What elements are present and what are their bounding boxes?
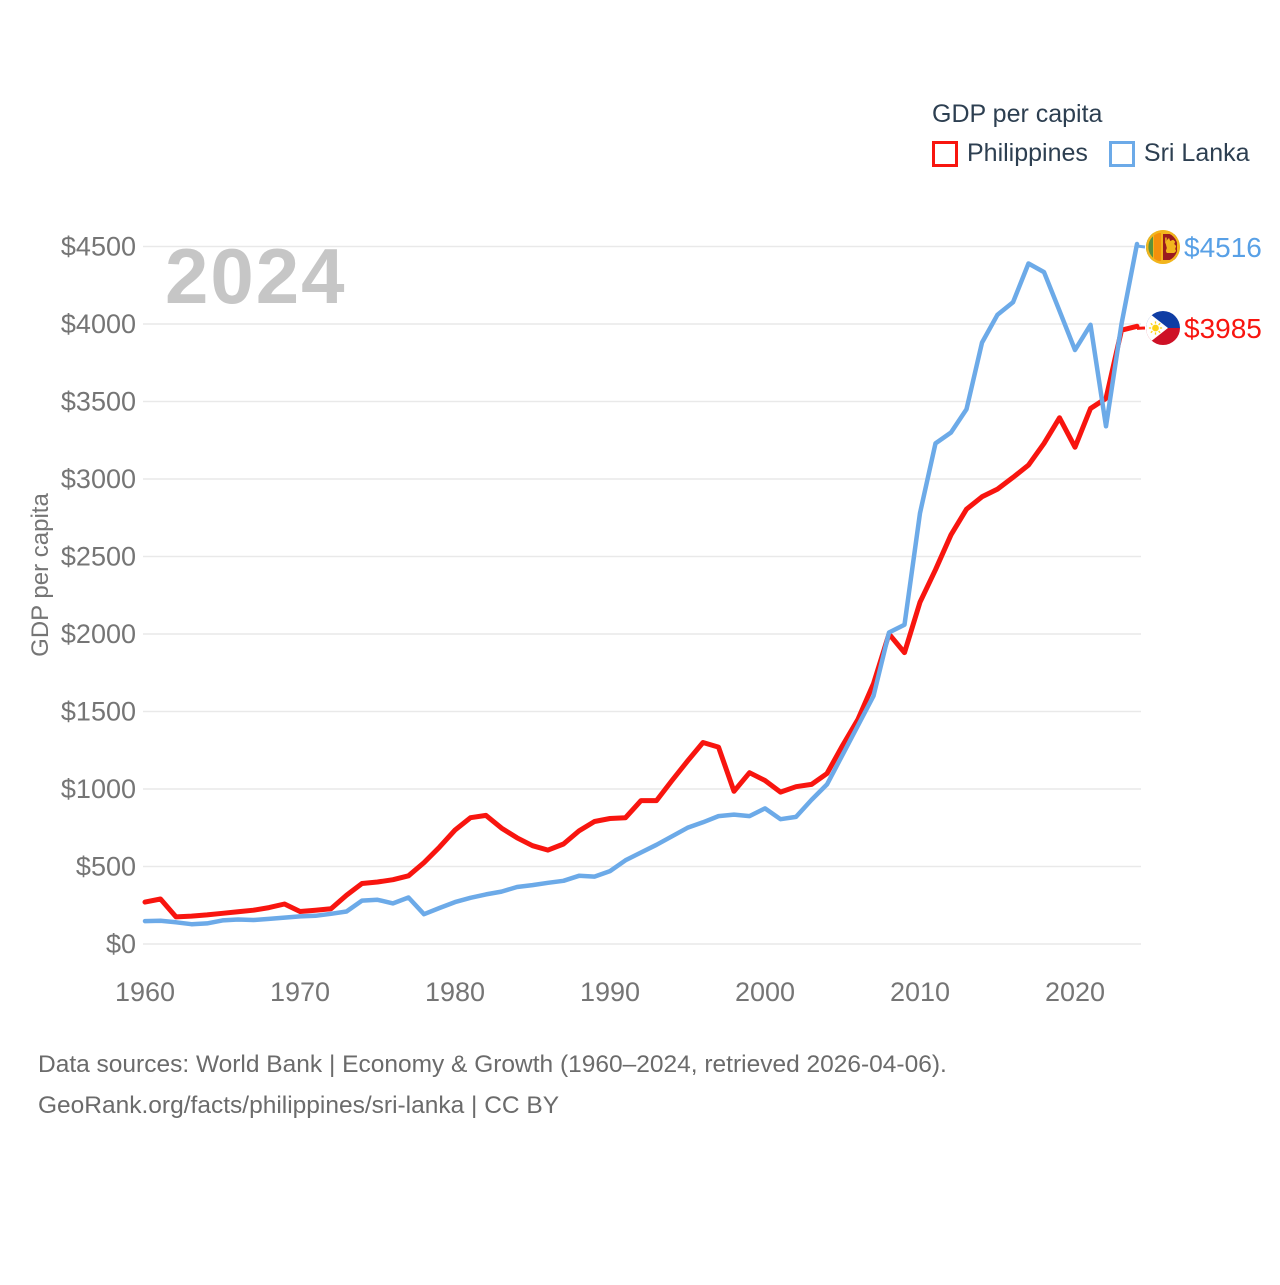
philippines-flag-icon xyxy=(1145,310,1180,346)
x-tick-label: 1970 xyxy=(270,977,330,1007)
x-tick-label: 1990 xyxy=(580,977,640,1007)
legend-label-sri-lanka[interactable]: Sri Lanka xyxy=(1144,139,1250,168)
y-axis-title: GDP per capita xyxy=(27,493,54,657)
sri-lanka-swatch-icon[interactable] xyxy=(1109,141,1135,167)
philippines-line[interactable] xyxy=(145,326,1137,917)
sri-lanka-flag-icon xyxy=(1146,230,1180,264)
footer: Data sources: World Bank | Economy & Gro… xyxy=(38,1044,947,1126)
y-tick-label: $1000 xyxy=(61,774,136,804)
y-tick-label: $1500 xyxy=(61,697,136,727)
philippines-value-label: $3985 xyxy=(1184,313,1262,344)
footer-attribution: GeoRank.org/facts/philippines/sri-lanka … xyxy=(38,1085,947,1126)
x-tick-label: 1980 xyxy=(425,977,485,1007)
y-tick-label: $4500 xyxy=(61,232,136,262)
x-tick-label: 2010 xyxy=(890,977,950,1007)
y-tick-label: $2000 xyxy=(61,619,136,649)
legend-label-philippines[interactable]: Philippines xyxy=(967,139,1088,168)
y-tick-label: $3500 xyxy=(61,387,136,417)
legend-items: Philippines Sri Lanka xyxy=(932,139,1250,168)
sri-lanka-line[interactable] xyxy=(145,244,1137,924)
sri-lanka-value-label: $4516 xyxy=(1184,232,1262,263)
legend-title: GDP per capita xyxy=(932,100,1250,129)
x-tick-label: 2020 xyxy=(1045,977,1105,1007)
year-watermark: 2024 xyxy=(165,232,347,320)
x-tick-label: 2000 xyxy=(735,977,795,1007)
footer-data-sources: Data sources: World Bank | Economy & Gro… xyxy=(38,1044,947,1085)
x-tick-label: 1960 xyxy=(115,977,175,1007)
sri-lanka-connector xyxy=(1137,246,1145,247)
y-tick-label: $0 xyxy=(106,929,136,959)
philippines-swatch-icon[interactable] xyxy=(932,141,958,167)
y-tick-label: $4000 xyxy=(61,309,136,339)
legend: GDP per capita Philippines Sri Lanka xyxy=(932,100,1250,168)
y-tick-label: $3000 xyxy=(61,464,136,494)
y-tick-label: $500 xyxy=(76,852,136,882)
y-tick-label: $2500 xyxy=(61,542,136,572)
